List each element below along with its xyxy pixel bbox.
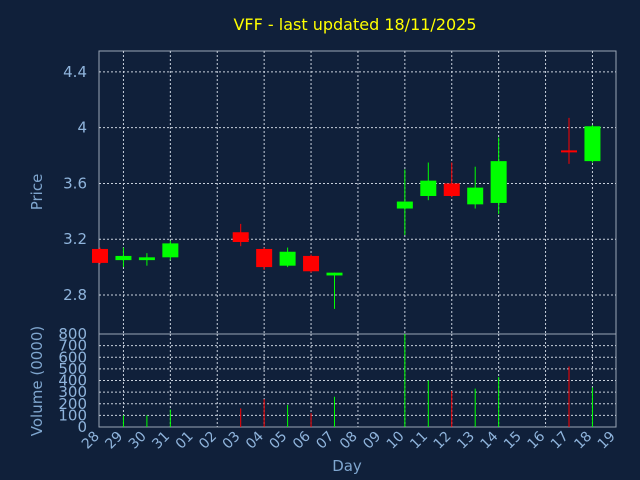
x-tick-label: 05	[267, 429, 291, 453]
x-tick-label: 07	[313, 429, 337, 453]
x-tick-label: 16	[524, 428, 548, 452]
x-tick-label: 19	[595, 429, 619, 453]
candle-body	[162, 243, 179, 258]
x-tick-label: 06	[290, 428, 314, 452]
chart-title: VFF - last updated 18/11/2025	[233, 15, 476, 34]
volume-y-tick-label: 500	[58, 360, 87, 378]
x-tick-labels: 28 29 30 31 01 02 03 04 05 06 07 08 09 10 11 12 13 14 15 16…	[79, 428, 619, 452]
candle-body	[396, 201, 413, 209]
x-tick-label: 08	[337, 429, 361, 453]
candle-14	[490, 137, 507, 215]
x-tick-label: 10	[384, 429, 408, 453]
candle-28	[92, 247, 108, 265]
candle-05	[279, 247, 296, 268]
price-axis-label: Price	[28, 174, 46, 211]
candle-04	[256, 247, 273, 270]
x-tick-label: 04	[243, 428, 267, 452]
volume-y-tick-label: 200	[58, 395, 87, 413]
x-tick-label: 02	[196, 429, 220, 453]
candle-body	[443, 183, 460, 196]
volume-y-tick-label: 700	[58, 337, 87, 355]
volume-axis-label: Volume (0000)	[28, 326, 46, 436]
price-y-tick-label: 3.2	[63, 230, 87, 248]
candle-body	[232, 232, 249, 242]
candle-10	[396, 169, 413, 236]
volume-y-tick-label: 100	[58, 406, 87, 424]
price-y-tick-label: 3.6	[63, 174, 87, 192]
candle-06	[303, 254, 320, 273]
candle-body	[490, 161, 507, 203]
candle-29	[115, 247, 132, 268]
x-tick-label: 12	[431, 429, 455, 453]
x-tick-label: 11	[407, 429, 431, 453]
volume-y-tick-label: 400	[58, 372, 87, 390]
volume-y-tick-label: 800	[58, 325, 87, 343]
candle-body	[279, 251, 296, 266]
candle-body	[92, 248, 108, 263]
price-y-tick-label: 4	[77, 119, 87, 137]
volume-y-tick-label: 300	[58, 383, 87, 401]
candle-body	[467, 187, 484, 205]
candle-body	[326, 272, 343, 276]
candle-30	[138, 253, 155, 266]
x-tick-label: 09	[360, 429, 384, 453]
candle-18	[584, 124, 601, 163]
x-tick-label: 13	[454, 429, 478, 453]
candle-body	[303, 255, 320, 272]
candle-12	[443, 162, 460, 198]
candle-31	[162, 240, 179, 261]
price-y-tick-label: 4.4	[63, 63, 87, 81]
candle-body	[420, 180, 437, 196]
x-tick-label: 30	[126, 429, 150, 453]
x-tick-label: 31	[149, 429, 173, 453]
candles	[92, 117, 601, 309]
candle-11	[420, 162, 437, 201]
candle-body	[256, 248, 273, 268]
volume-y-tick-label: 0	[77, 418, 87, 436]
x-tick-label: 01	[173, 429, 197, 453]
x-tick-label: 18	[571, 429, 595, 453]
price-y-tick-labels: 2.8 3.2 3.6 4 4.4	[63, 63, 87, 304]
candle-17	[561, 117, 577, 164]
x-tick-label: 17	[548, 429, 572, 453]
candle-13	[467, 166, 484, 209]
candle-body	[115, 255, 132, 261]
candle-body	[584, 126, 601, 162]
candle-07	[326, 272, 343, 309]
x-tick-label: 14	[478, 428, 502, 452]
candle-body	[138, 257, 155, 261]
candle-03	[232, 223, 249, 247]
x-tick-label: 29	[102, 429, 126, 453]
price-y-tick-label: 2.8	[63, 286, 87, 304]
volume-y-tick-label: 600	[58, 348, 87, 366]
x-tick-label: 15	[501, 429, 525, 453]
x-tick-label: 03	[220, 429, 244, 453]
volume-bars	[122, 334, 593, 427]
x-axis-label: Day	[332, 457, 362, 475]
